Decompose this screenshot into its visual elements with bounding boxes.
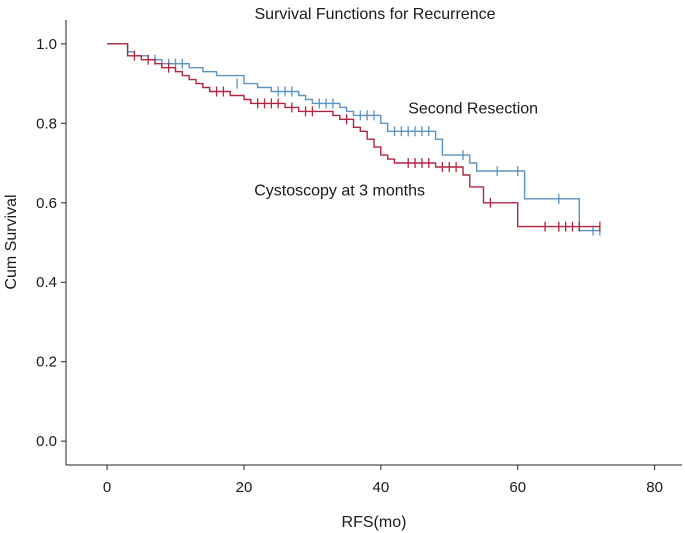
chart-title: Survival Functions for Recurrence [255,6,496,23]
series-layer [107,43,601,236]
curve-label-cystoscopy-at-3-months: Cystoscopy at 3 months [254,183,425,200]
y-tick-label: 1.0 [36,36,57,53]
y-tick-label: 0.2 [36,354,57,371]
survival-curve-second-resection [107,43,600,232]
x-tick-label: 0 [103,479,111,496]
y-ticks: 0.0 0.2 0.4 0.6 0.8 1.0 [36,36,66,450]
x-ticks: 0 20 40 60 80 [103,465,663,496]
axes [65,20,682,466]
x-tick-label: 80 [646,479,663,496]
x-tick-label: 40 [373,479,390,496]
survival-curve-cystoscopy-at-3-months [107,43,600,228]
curve-label-second-resection: Second Resection [408,100,538,117]
x-tick-label: 60 [509,479,526,496]
y-axis-label: Cum Survival [3,194,20,289]
y-tick-label: 0.8 [36,115,57,132]
x-axis-label: RFS(mo) [342,514,407,531]
series-second-resection [107,43,601,236]
series-cystoscopy-at-3-months [107,43,601,232]
x-tick-label: 20 [236,479,253,496]
y-tick-label: 0.0 [36,433,57,450]
annotation-layer: Second Resection Cystoscopy at 3 months [254,100,538,199]
y-tick-label: 0.6 [36,195,57,212]
y-tick-label: 0.4 [36,274,57,291]
